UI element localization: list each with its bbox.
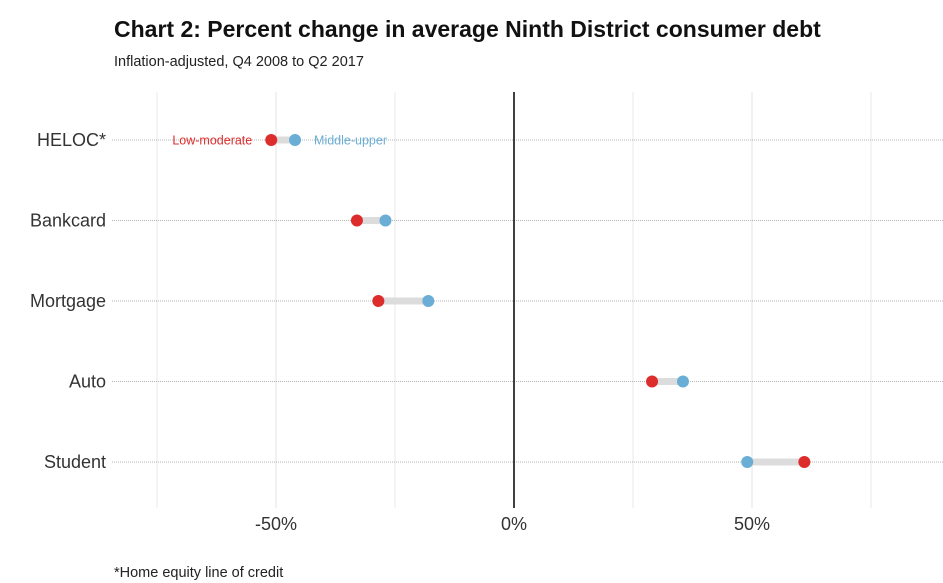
label-layer: HELOC* Bankcard Mortgage Auto Student -50% 0% 5… xyxy=(30,130,770,534)
footnote: *Home equity line of credit xyxy=(114,565,284,581)
chart-subtitle: Inflation-adjusted, Q4 2008 to Q2 2017 xyxy=(114,54,364,70)
y-tick-label: Auto xyxy=(69,372,106,392)
point-low-moderate xyxy=(265,134,278,146)
y-tick-label: Mortgage xyxy=(30,291,106,311)
x-tick-label: -50% xyxy=(255,514,297,534)
x-tick-label: 0% xyxy=(501,514,527,534)
point-middle-upper xyxy=(289,134,302,146)
series-annotation: Middle-upper xyxy=(314,134,387,148)
point-low-moderate xyxy=(350,214,363,227)
point-middle-upper xyxy=(379,214,392,227)
chart-title: Chart 2: Percent change in average Ninth… xyxy=(114,16,821,42)
point-low-moderate xyxy=(646,375,659,388)
point-low-moderate xyxy=(798,456,811,468)
point-middle-upper xyxy=(741,456,754,468)
point-middle-upper xyxy=(676,375,689,388)
point-layer xyxy=(265,134,811,468)
series-annotation: Low-moderate xyxy=(172,134,252,148)
point-low-moderate xyxy=(372,295,385,307)
y-tick-label: Student xyxy=(44,452,106,472)
y-tick-label: Bankcard xyxy=(30,211,106,231)
row-layer xyxy=(112,139,943,463)
point-middle-upper xyxy=(422,295,435,307)
x-tick-label: 50% xyxy=(734,514,770,534)
y-tick-label: HELOC* xyxy=(37,130,106,150)
grid-layer xyxy=(156,92,872,508)
